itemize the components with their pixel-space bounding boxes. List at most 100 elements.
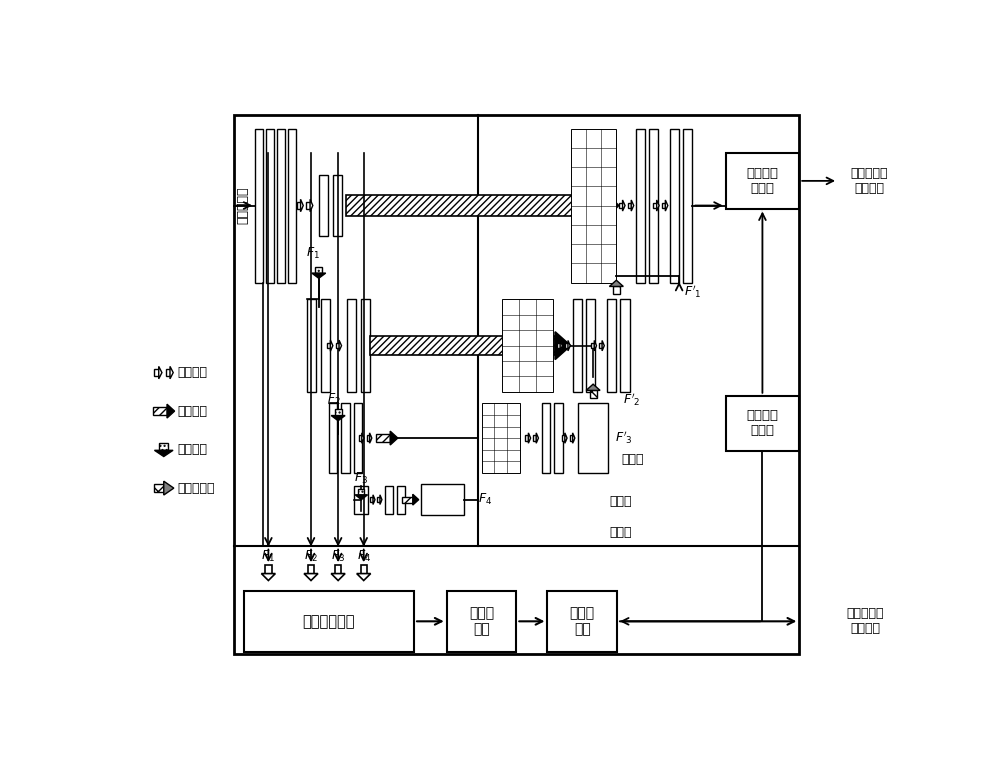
Polygon shape [301,199,303,212]
Bar [547,591,617,652]
Bar [653,203,657,208]
Polygon shape [370,433,372,443]
Bar [367,436,370,441]
Polygon shape [623,200,625,211]
Polygon shape [164,481,174,495]
Bar [525,436,528,441]
Bar [277,128,285,282]
Bar [265,565,272,574]
Polygon shape [565,433,567,443]
Bar [266,128,274,282]
Bar [726,396,799,451]
Bar [354,486,368,513]
Bar [315,267,322,273]
Text: $F'_3$: $F'_3$ [615,430,633,446]
Text: $F_4$: $F_4$ [357,549,371,564]
Text: $F_1$: $F_1$ [306,246,320,261]
Bar [502,299,553,392]
Bar [347,299,356,392]
Bar [327,343,330,349]
Bar [159,443,168,450]
Polygon shape [631,200,634,211]
Text: 池化操作: 池化操作 [178,443,208,456]
Bar [599,343,602,348]
Bar [578,404,608,473]
Text: 卷积操作: 卷积操作 [178,404,208,417]
Bar [683,128,692,282]
Text: 编码器: 编码器 [610,526,632,539]
Bar [726,153,799,208]
Bar [586,299,595,392]
Polygon shape [355,495,368,500]
Bar [335,409,342,416]
Polygon shape [536,433,538,443]
Bar [570,436,573,441]
Bar [154,485,164,492]
Polygon shape [310,199,313,212]
Bar [341,404,350,473]
Polygon shape [413,494,419,505]
Bar [562,436,565,441]
Text: 拼接操作: 拼接操作 [178,366,208,379]
Polygon shape [665,200,668,211]
Bar [619,203,623,208]
Polygon shape [602,340,604,351]
Bar [649,128,658,282]
Bar [636,128,645,282]
Bar [554,404,563,473]
Polygon shape [555,332,571,359]
Bar [361,565,367,574]
Bar [370,497,373,502]
Text: 线性分
类层: 线性分 类层 [570,607,595,636]
Bar [447,591,516,652]
Bar [358,489,364,495]
Polygon shape [330,340,333,351]
Polygon shape [331,574,345,581]
Polygon shape [603,189,619,222]
Bar [377,497,380,502]
Bar [421,485,464,515]
Bar [329,404,337,473]
Bar [297,202,301,208]
Polygon shape [154,450,173,456]
Text: 特征信息
融合层: 特征信息 融合层 [746,167,778,195]
Text: $F_1$: $F_1$ [261,549,275,564]
Bar [346,195,603,216]
Text: 锂丝绳故障
定位图像: 锂丝绳故障 定位图像 [850,167,888,195]
Polygon shape [568,340,570,351]
Bar [307,299,316,392]
Polygon shape [167,404,175,418]
Bar [402,497,413,503]
Text: $F_2$: $F_2$ [327,392,341,407]
Bar [607,299,616,392]
Polygon shape [339,340,342,351]
Bar [620,299,630,392]
Bar [670,128,679,282]
Text: 锂丝绳图像: 锂丝绳图像 [236,187,249,224]
Bar [166,369,170,375]
Polygon shape [312,273,326,278]
Polygon shape [586,384,600,391]
Bar [385,486,393,513]
Polygon shape [170,366,173,379]
Text: $F_2$: $F_2$ [304,549,318,564]
Bar [370,336,555,355]
Bar [336,343,339,349]
Polygon shape [159,366,162,379]
Bar [308,565,314,574]
Polygon shape [560,340,562,351]
Polygon shape [609,280,623,286]
Bar [335,565,341,574]
Polygon shape [373,495,375,504]
Polygon shape [657,200,659,211]
Text: 故障特征
判别层: 故障特征 判别层 [746,410,778,437]
Text: 锂丝绳故障
诊断结果: 锂丝绳故障 诊断结果 [846,607,884,636]
Bar [154,369,159,375]
Bar [376,434,390,442]
Bar [533,436,536,441]
Bar [542,404,550,473]
Polygon shape [331,416,345,420]
Text: 上采样操作: 上采样操作 [178,481,215,494]
Bar [613,286,620,294]
Text: $F_3$: $F_3$ [331,549,345,564]
